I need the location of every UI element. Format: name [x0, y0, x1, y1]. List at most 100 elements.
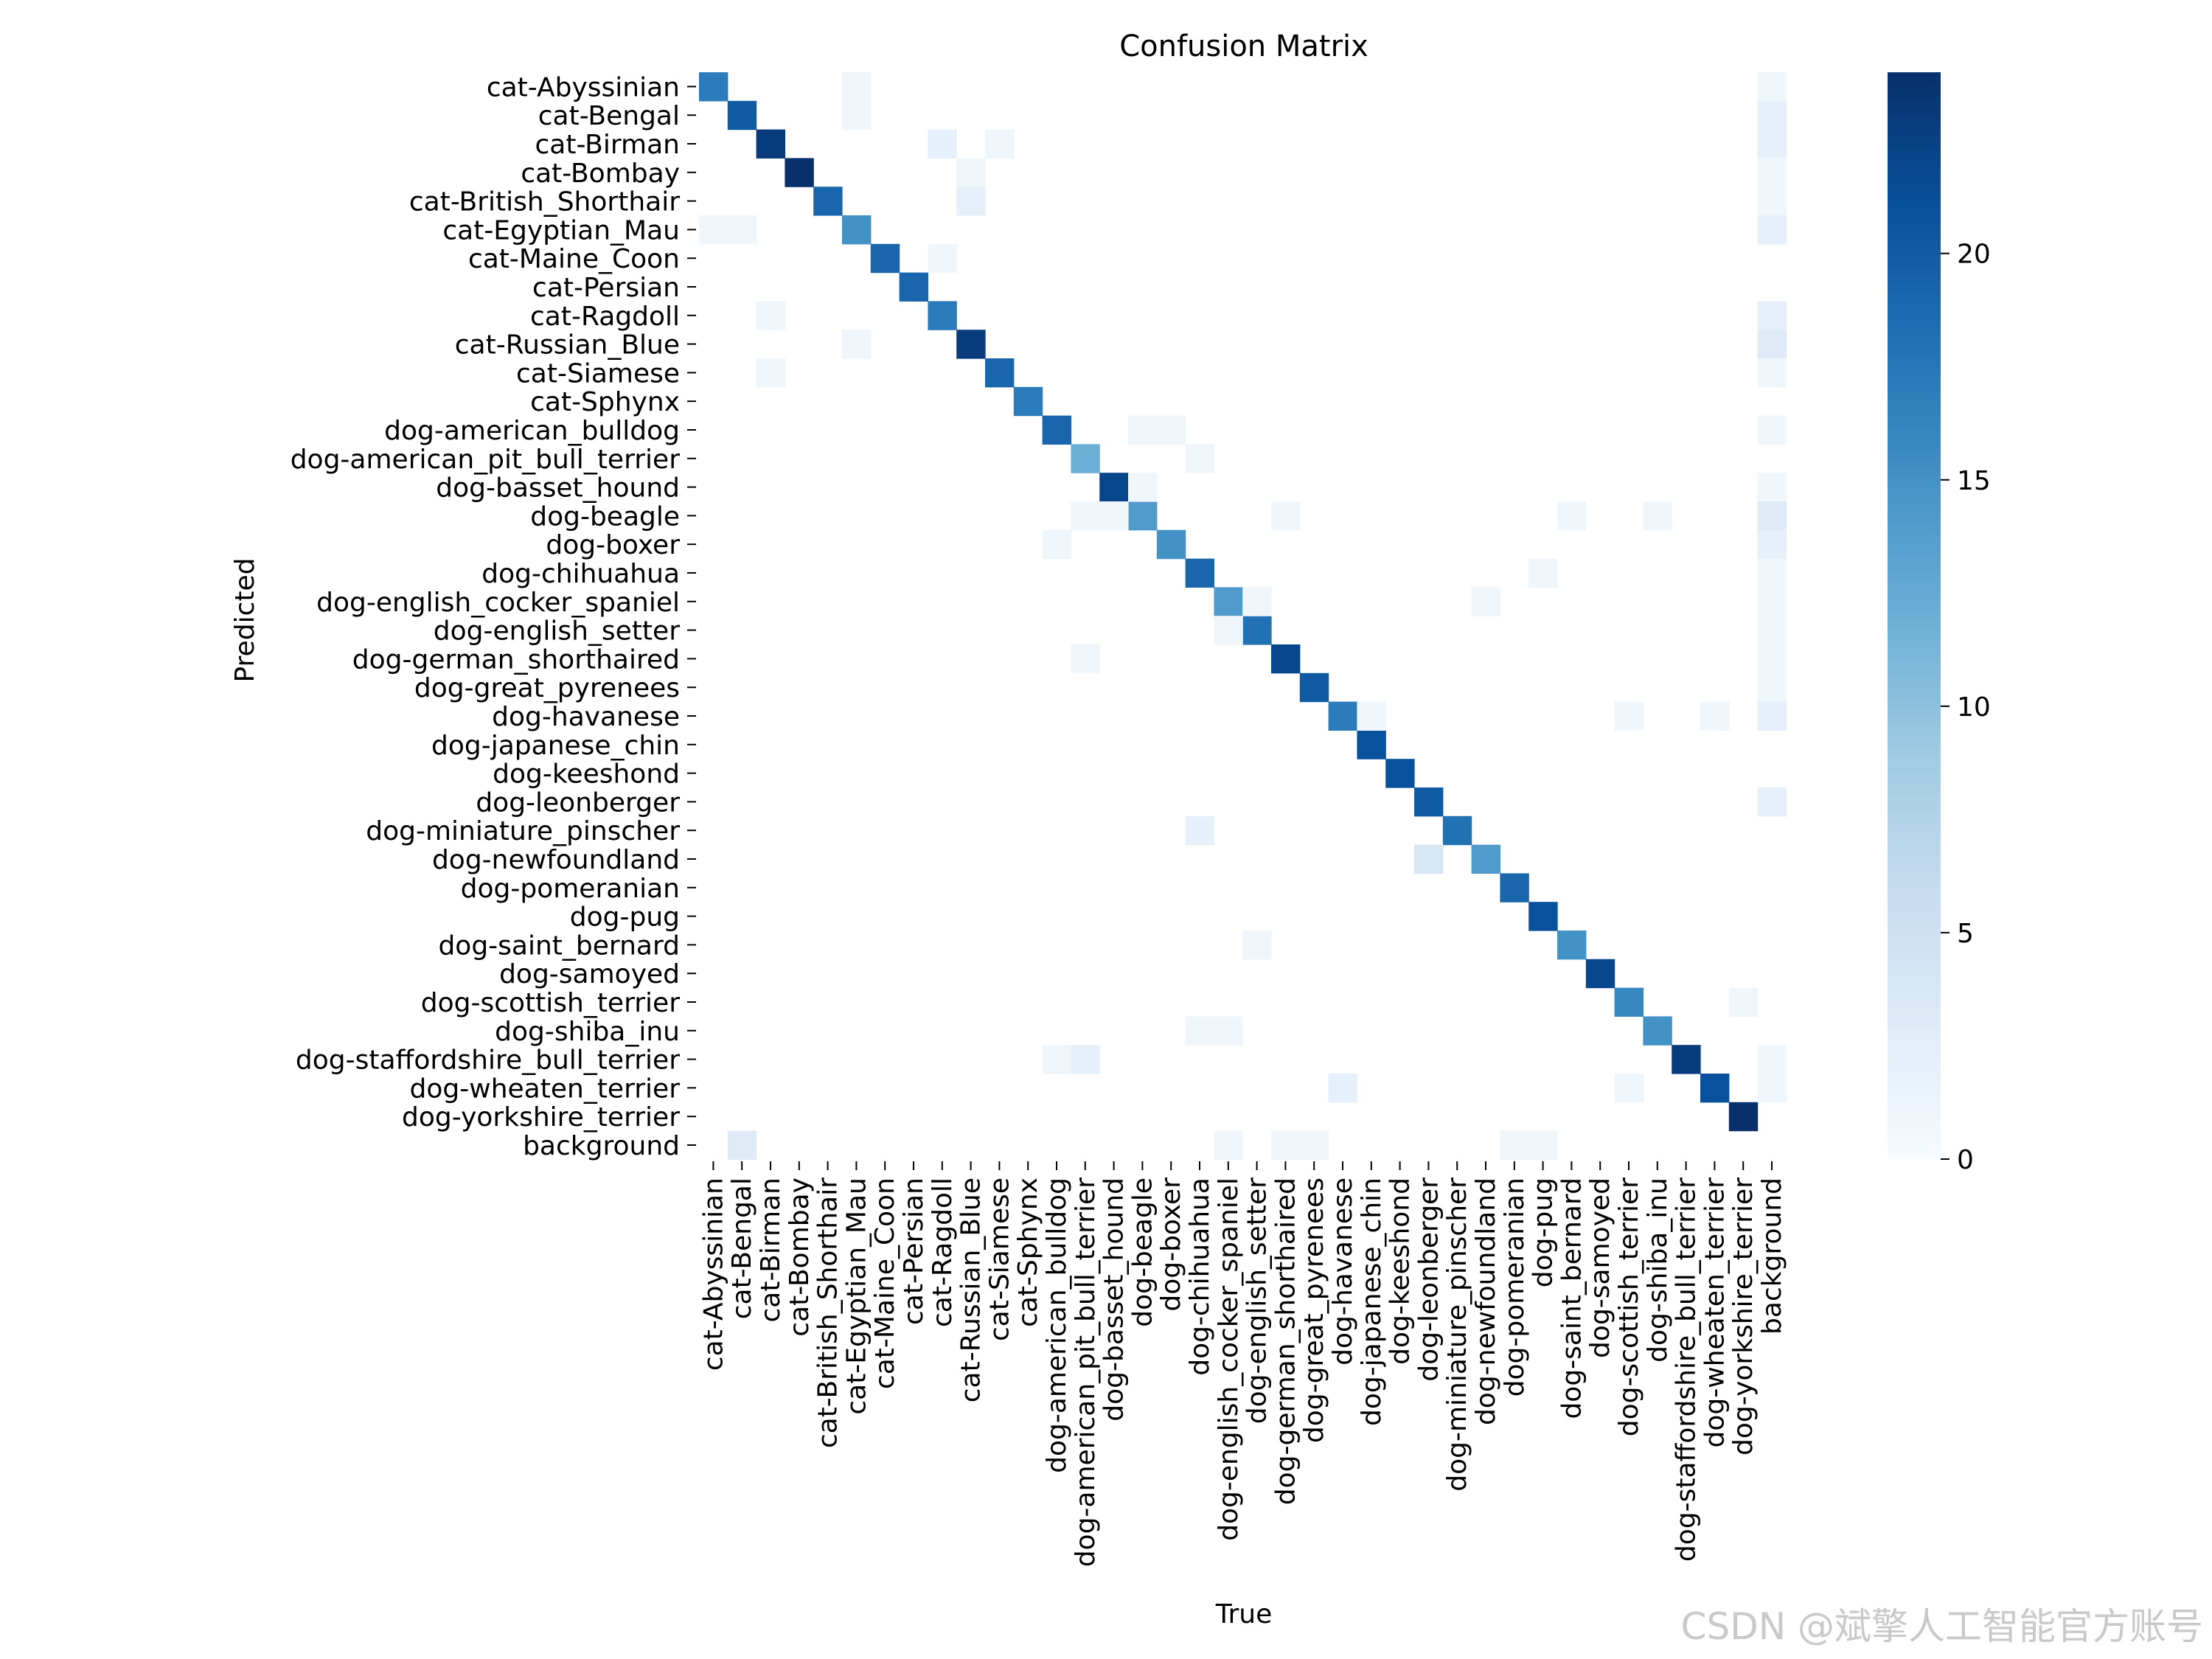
- y-tick-label: dog-pomeranian: [461, 874, 680, 904]
- cell-diag-r36-c36: [1728, 1102, 1759, 1132]
- cell-diag-r1-c1: [727, 100, 757, 131]
- colorbar-tick-label: 5: [1957, 919, 1974, 949]
- x-tick-label: dog-american_pit_bull_terrier: [1071, 1178, 1101, 1567]
- cell-diag-r16-c16: [1156, 529, 1186, 560]
- colorbar-tick-label: 15: [1957, 466, 1991, 496]
- x-tick-label: dog-shiba_inu: [1643, 1178, 1673, 1363]
- cell-r14-c37: [1757, 473, 1787, 502]
- y-tick-label: cat-Birman: [535, 130, 681, 160]
- cell-r16-c37: [1757, 529, 1787, 560]
- cell-diag-r12-c12: [1042, 415, 1071, 445]
- cell-r37-c29: [1528, 1130, 1558, 1160]
- x-tick-label: dog-english_setter: [1242, 1178, 1273, 1424]
- cell-diag-r10-c10: [985, 358, 1015, 388]
- cell-diag-r27-c27: [1471, 844, 1500, 874]
- y-tick-label: cat-Bombay: [521, 159, 680, 189]
- y-tick-label: cat-Egyptian_Mau: [442, 215, 680, 246]
- y-tick-label: dog-leonberger: [476, 787, 680, 818]
- y-tick-label: dog-shiba_inu: [495, 1017, 680, 1047]
- x-tick-label: cat-Abyssinian: [698, 1178, 728, 1371]
- x-tick-label: dog-japanese_chin: [1357, 1178, 1387, 1426]
- y-tick-label: cat-Bengal: [538, 101, 680, 131]
- y-tick-label: dog-english_setter: [434, 616, 680, 647]
- x-tick-label: dog-saint_bernard: [1557, 1178, 1587, 1419]
- cell-r9-c5: [842, 330, 872, 359]
- y-tick-label: dog-beagle: [530, 501, 680, 532]
- cell-r25-c37: [1757, 787, 1787, 817]
- x-tick-label: dog-basset_hound: [1099, 1178, 1130, 1422]
- x-tick-label: dog-samoyed: [1585, 1178, 1615, 1358]
- cell-r34-c13: [1071, 1045, 1100, 1074]
- cell-diag-r28-c28: [1500, 873, 1529, 902]
- cell-diag-r7-c7: [899, 272, 928, 302]
- cell-r15-c33: [1643, 501, 1672, 531]
- y-tick-label: cat-British_Shorthair: [409, 187, 680, 218]
- cell-r18-c19: [1242, 587, 1272, 616]
- y-tick-label: dog-miniature_pinscher: [366, 816, 680, 846]
- cell-diag-r0-c0: [699, 72, 728, 102]
- cell-r15-c14: [1099, 501, 1129, 531]
- x-tick-label: background: [1757, 1178, 1787, 1335]
- cell-r1-c5: [842, 100, 872, 131]
- y-tick-label: dog-chihuahua: [481, 559, 680, 589]
- x-tick-label: dog-staffordshire_bull_terrier: [1672, 1178, 1702, 1562]
- y-tick-label: dog-boxer: [546, 530, 680, 560]
- cell-diag-r20-c20: [1271, 644, 1301, 674]
- cell-r20-c13: [1071, 644, 1100, 674]
- y-tick-label: cat-Ragdoll: [530, 302, 680, 332]
- y-tick-label: background: [523, 1131, 680, 1161]
- cell-r35-c22: [1328, 1074, 1357, 1103]
- cell-diag-r22-c22: [1328, 701, 1357, 731]
- x-tick-label: dog-yorkshire_terrier: [1728, 1178, 1759, 1455]
- y-tick-label: dog-samoyed: [499, 959, 680, 990]
- cell-r17-c37: [1757, 558, 1787, 588]
- cell-r37-c28: [1500, 1130, 1529, 1160]
- cell-r16-c12: [1042, 529, 1071, 560]
- cell-r22-c35: [1700, 701, 1730, 731]
- cell-r22-c37: [1757, 701, 1787, 731]
- cell-r33-c17: [1185, 1016, 1214, 1046]
- cell-r15-c13: [1071, 501, 1100, 531]
- x-tick-label: dog-pomeranian: [1500, 1178, 1530, 1397]
- cell-r26-c17: [1185, 815, 1214, 846]
- cell-r1-c37: [1757, 100, 1787, 131]
- cell-r3-c9: [956, 158, 986, 187]
- cell-r9-c37: [1757, 330, 1787, 359]
- x-tick-label: dog-beagle: [1127, 1178, 1158, 1327]
- x-tick-label: dog-keeshond: [1385, 1178, 1416, 1365]
- colorbar-tick-label: 20: [1957, 240, 1991, 270]
- y-tick-label: cat-Sphynx: [530, 387, 680, 417]
- cell-diag-r30-c30: [1557, 931, 1587, 960]
- x-tick-label: cat-British_Shorthair: [813, 1178, 844, 1448]
- colorbar: [1888, 72, 1941, 1159]
- cell-diag-r4-c4: [813, 187, 843, 216]
- cell-r22-c23: [1357, 701, 1386, 731]
- cell-r5-c0: [699, 215, 728, 245]
- y-tick-label: dog-scottish_terrier: [421, 988, 680, 1018]
- colorbar-tick-label: 10: [1957, 692, 1991, 723]
- cell-r37-c21: [1299, 1130, 1329, 1160]
- cell-r37-c20: [1271, 1130, 1301, 1160]
- cell-r19-c37: [1757, 616, 1787, 645]
- x-tick-label: cat-Sphynx: [1013, 1178, 1043, 1327]
- cell-r12-c15: [1128, 415, 1158, 445]
- cell-diag-r3-c3: [785, 158, 814, 187]
- cell-diag-r2-c2: [756, 129, 785, 159]
- x-tick-label: dog-miniature_pinscher: [1442, 1178, 1472, 1492]
- cell-diag-r29-c29: [1528, 902, 1558, 931]
- cell-r0-c37: [1757, 72, 1787, 102]
- cell-diag-r6-c6: [870, 243, 900, 274]
- cell-diag-r35-c35: [1700, 1074, 1730, 1103]
- x-tick-label: dog-american_bulldog: [1042, 1178, 1072, 1473]
- cell-r8-c2: [756, 301, 785, 330]
- y-tick-label: dog-american_pit_bull_terrier: [291, 445, 680, 475]
- cell-diag-r15-c15: [1128, 501, 1158, 531]
- cell-r4-c37: [1757, 187, 1787, 216]
- x-tick-label: dog-leonberger: [1413, 1178, 1444, 1382]
- x-tick-label: cat-Russian_Blue: [956, 1178, 987, 1402]
- cell-r2-c10: [985, 129, 1015, 159]
- cell-r35-c32: [1614, 1074, 1644, 1103]
- cell-r37-c1: [727, 1130, 757, 1160]
- cell-diag-r18-c18: [1214, 587, 1243, 616]
- cell-diag-r31-c31: [1585, 959, 1615, 989]
